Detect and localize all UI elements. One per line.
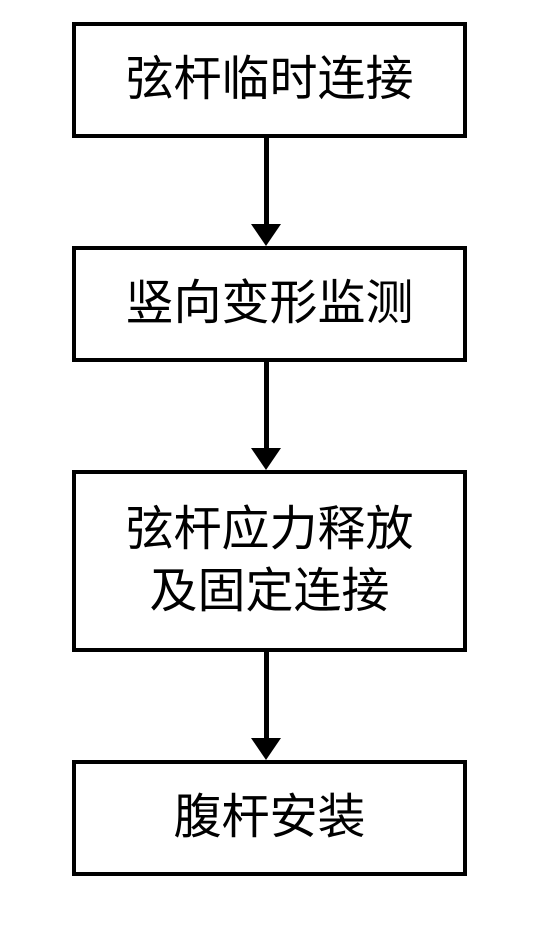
flowchart-node-label: 弦杆临时连接 xyxy=(125,49,413,111)
flowchart-arrow-line xyxy=(264,138,269,224)
flowchart-arrow-line xyxy=(264,362,269,448)
flowchart-node-label: 弦杆应力释放 及固定连接 xyxy=(125,499,413,624)
flowchart-arrow-head xyxy=(251,738,281,760)
flowchart-arrow-line xyxy=(264,652,269,738)
flowchart-node: 腹杆安装 xyxy=(72,760,467,876)
flowchart-node-label: 竖向变形监测 xyxy=(125,273,413,335)
flowchart-arrow-head xyxy=(251,448,281,470)
flowchart-node-label: 腹杆安装 xyxy=(173,787,365,849)
flowchart-container: 弦杆临时连接竖向变形监测弦杆应力释放 及固定连接腹杆安装 xyxy=(0,0,541,927)
flowchart-node: 竖向变形监测 xyxy=(72,246,467,362)
flowchart-arrow-head xyxy=(251,224,281,246)
flowchart-node: 弦杆应力释放 及固定连接 xyxy=(72,470,467,652)
flowchart-node: 弦杆临时连接 xyxy=(72,22,467,138)
